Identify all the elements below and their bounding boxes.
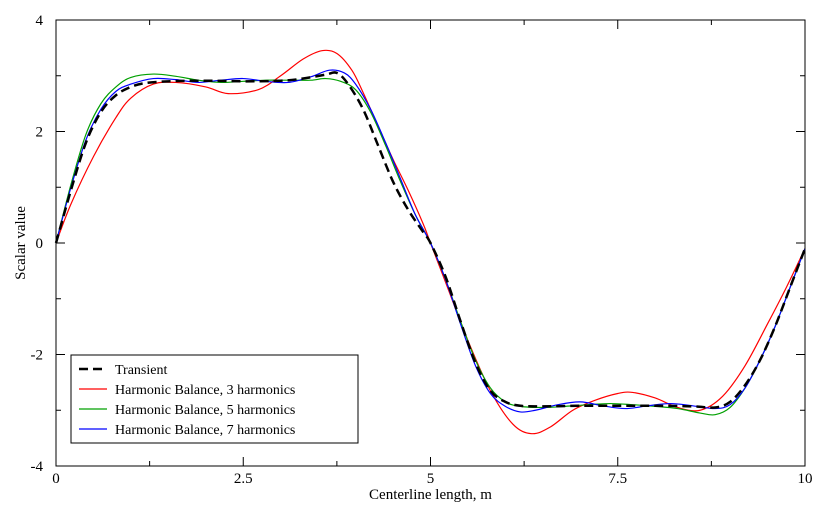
x-tick-label: 5 xyxy=(427,471,435,487)
y-tick-label: -4 xyxy=(31,459,44,475)
legend: Transient Harmonic Balance, 3 harmonics Ha… xyxy=(70,354,359,444)
legend-label: Transient xyxy=(115,363,167,378)
series-group xyxy=(54,49,807,435)
x-axis-label: Centerline length, m xyxy=(369,487,492,503)
legend-box xyxy=(70,354,359,444)
y-axis-label: Scalar value xyxy=(13,206,29,280)
axis-ticks xyxy=(55,19,806,467)
x-tick-label: 10 xyxy=(798,471,813,487)
x-tick-label: 2.5 xyxy=(234,471,253,487)
tick-labels: 0 2.5 5 7.5 10 -4 -2 0 2 4 xyxy=(31,13,813,487)
x-tick-label: 7.5 xyxy=(608,471,627,487)
legend-label: Harmonic Balance, 3 harmonics xyxy=(115,383,295,398)
x-tick-label: 0 xyxy=(52,471,60,487)
legend-label: Harmonic Balance, 5 harmonics xyxy=(115,403,295,418)
y-tick-label: 0 xyxy=(36,236,44,252)
y-tick-label: 4 xyxy=(36,13,44,29)
y-tick-label: -2 xyxy=(31,348,44,364)
y-tick-label: 2 xyxy=(36,125,44,141)
legend-label: Harmonic Balance, 7 harmonics xyxy=(115,423,295,438)
